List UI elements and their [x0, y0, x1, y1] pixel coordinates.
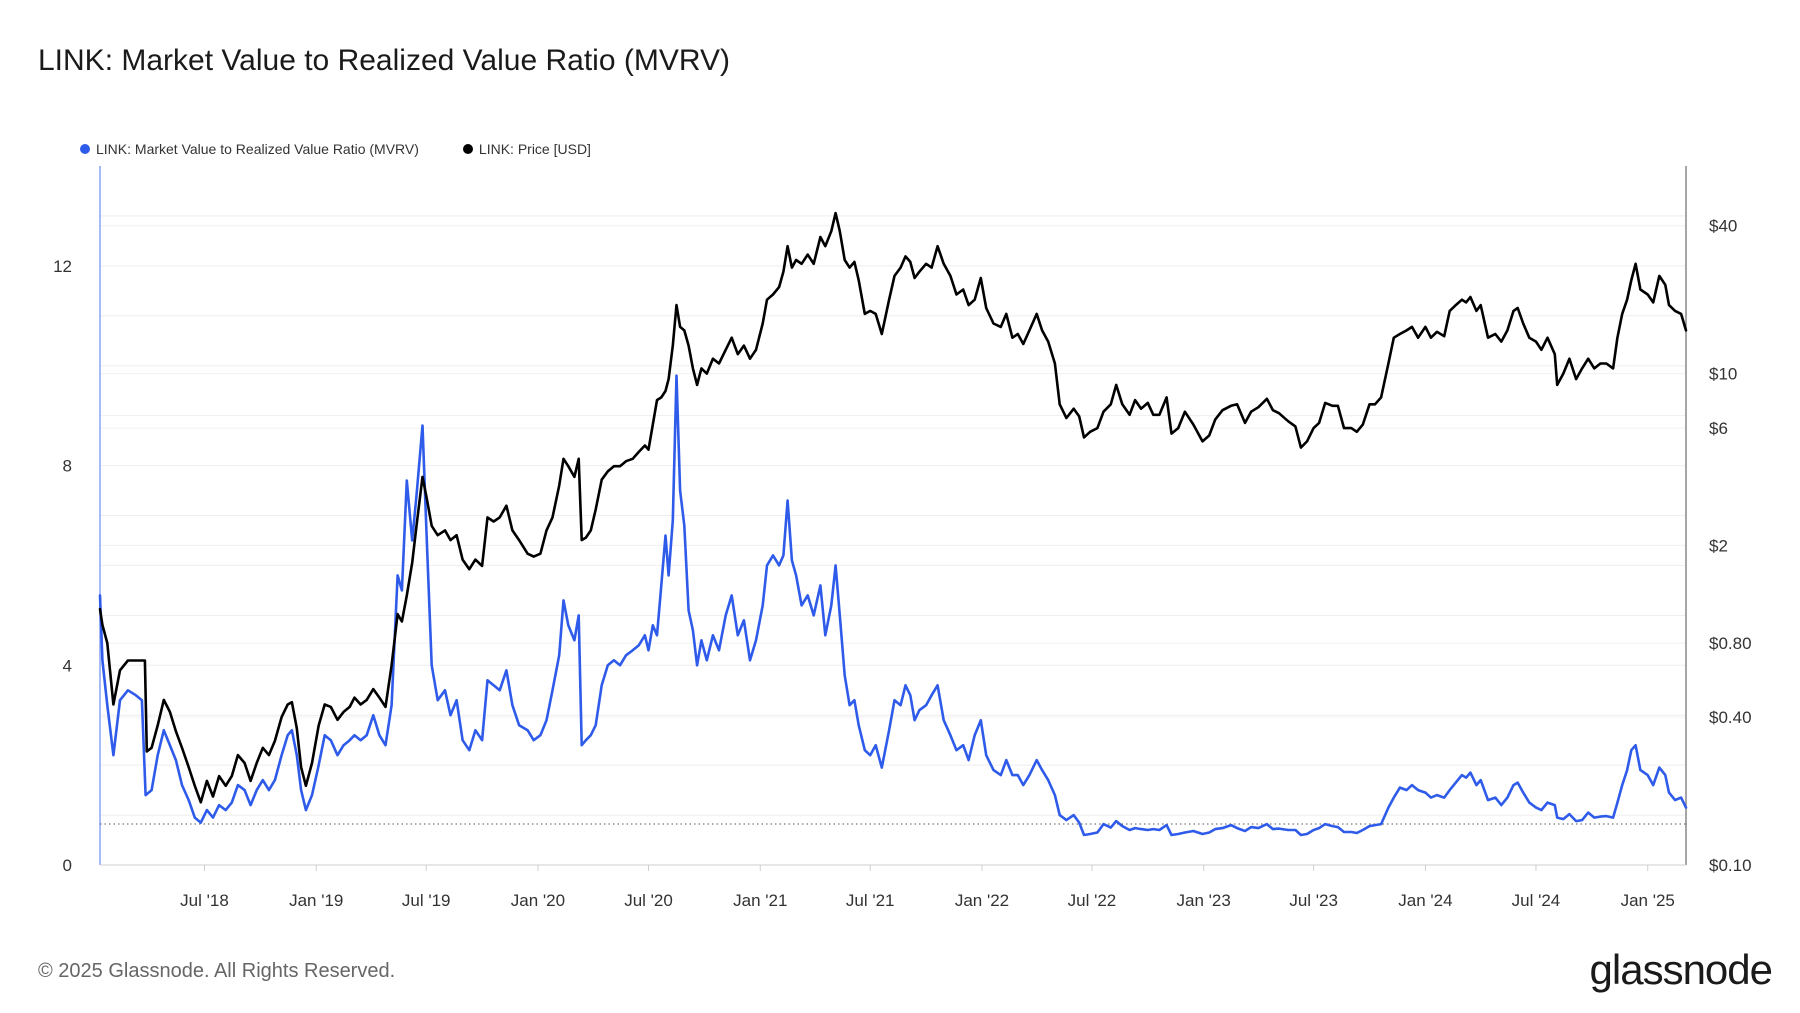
y-left-tick-label: 0 — [63, 856, 72, 875]
y-right-tick-label: $2 — [1709, 536, 1728, 555]
legend-dot-price — [462, 144, 473, 154]
x-tick-label: Jan '19 — [289, 891, 343, 910]
legend-item-mvrv[interactable]: LINK: Market Value to Realized Value Rat… — [80, 141, 419, 157]
x-tick-label: Jul '23 — [1289, 891, 1338, 910]
copyright-footer: © 2025 Glassnode. All Rights Reserved. — [38, 960, 396, 982]
x-tick-label: Jul '18 — [180, 891, 229, 910]
chart-legend: LINK: Market Value to Realized Value Rat… — [80, 141, 591, 157]
x-tick-label: Jul '21 — [846, 891, 895, 910]
x-tick-label: Jan '23 — [1177, 891, 1231, 910]
y-right-tick-label: $0.80 — [1709, 634, 1752, 653]
legend-label-price: LINK: Price [USD] — [478, 141, 591, 157]
x-tick-label: Jan '24 — [1398, 891, 1452, 910]
y-right-tick-label: $0.40 — [1709, 708, 1752, 727]
legend-item-price[interactable]: LINK: Price [USD] — [462, 141, 591, 157]
glassnode-logo: glassnode — [1589, 946, 1773, 993]
x-tick-label: Jan '21 — [733, 891, 787, 910]
x-tick-label: Jan '20 — [511, 891, 565, 910]
mvrv-series-line — [98, 374, 1688, 837]
x-tick-label: Jul '24 — [1512, 891, 1561, 910]
y-right-tick-label: $40 — [1709, 217, 1737, 236]
y-left-tick-label: 4 — [63, 656, 72, 675]
y-right-tick-label: $10 — [1709, 365, 1737, 384]
x-tick-label: Jul '19 — [402, 891, 451, 910]
y-right-tick-label: $6 — [1709, 419, 1728, 438]
y-left-tick-label: 8 — [63, 457, 72, 476]
x-tick-label: Jan '22 — [955, 891, 1009, 910]
chart-title: LINK: Market Value to Realized Value Rat… — [38, 44, 730, 77]
x-tick-label: Jul '20 — [624, 891, 673, 910]
y-right-tick-label: $0.10 — [1709, 856, 1752, 875]
y-left-tick-label: 12 — [53, 257, 72, 276]
legend-dot-mvrv — [80, 144, 90, 154]
price-series-line — [98, 211, 1688, 804]
x-tick-label: Jan '25 — [1621, 891, 1675, 910]
x-tick-label: Jul '22 — [1068, 891, 1117, 910]
legend-label-mvrv: LINK: Market Value to Realized Value Rat… — [96, 141, 419, 157]
